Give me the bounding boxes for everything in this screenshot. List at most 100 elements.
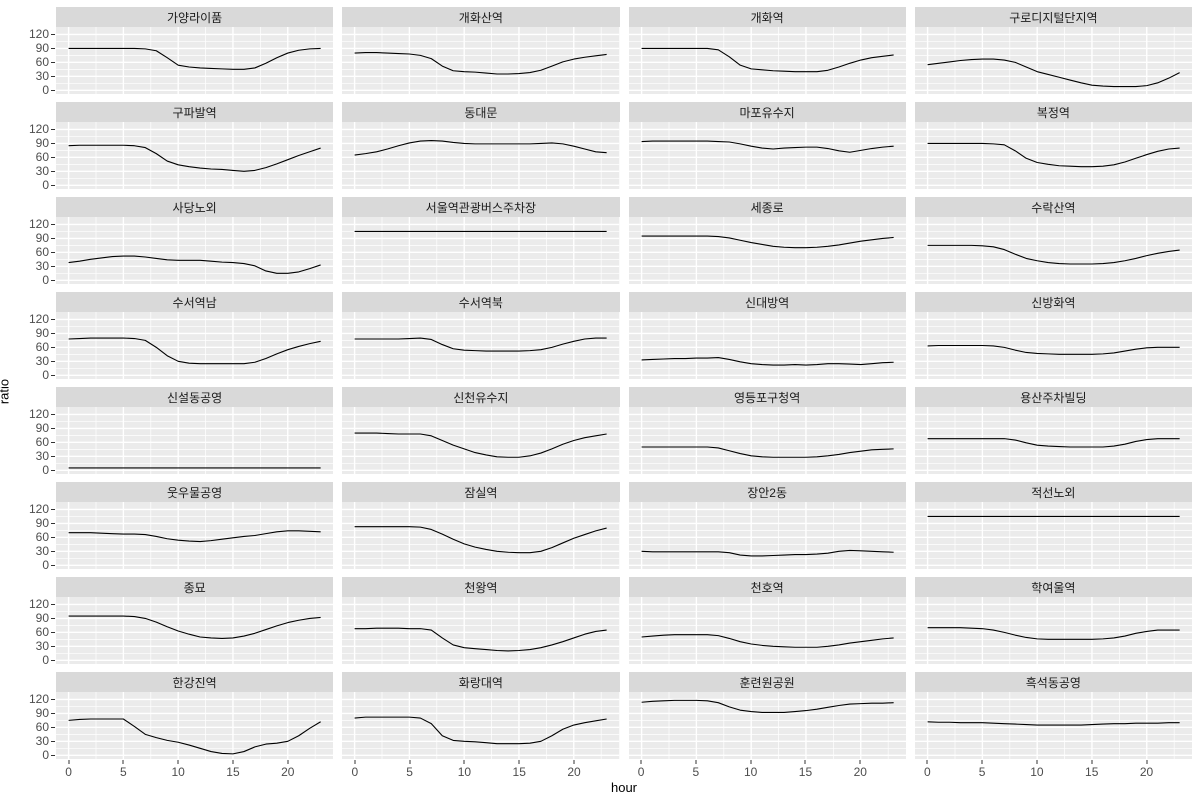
line-chart-svg (628, 27, 906, 94)
facet-title: 적선노외 (914, 482, 1192, 502)
x-tick-mark (981, 760, 983, 764)
facet-row: 120 90 60 30 0 종묘 천왕역 천호역 학여울역 (20, 577, 1192, 668)
facet-plot-area (914, 692, 1192, 759)
x-tick-mark (750, 760, 752, 764)
line-chart-svg (628, 597, 906, 664)
y-tick-label: 90 (35, 516, 49, 531)
facet-plot-area (342, 502, 620, 569)
facet-row: 120 90 60 30 0 웃우물공영 잠실역 장안2동 적선노외 (20, 482, 1192, 571)
data-line (354, 52, 607, 75)
x-axis-spacer (20, 759, 56, 779)
x-tick-label: 15 (798, 765, 813, 779)
y-tick-mark (51, 171, 55, 173)
line-chart-svg (914, 692, 1192, 759)
y-tick-mark (51, 755, 55, 757)
data-line (927, 438, 1180, 448)
x-tick-mark (926, 760, 928, 764)
facet-title: 수락산역 (914, 197, 1192, 217)
facet-plot-area (342, 597, 620, 664)
data-line (68, 530, 321, 543)
facet-panel: 사당노외 (56, 197, 334, 284)
line-chart-svg (914, 407, 1192, 474)
facet-plot-area (56, 502, 334, 569)
line-chart-svg (628, 312, 906, 379)
y-tick-label: 90 (35, 41, 49, 56)
facet-title: 신대방역 (628, 292, 906, 312)
facet-title: 수서역남 (56, 292, 334, 312)
y-tick-label: 30 (35, 734, 49, 749)
facet-plot-area (56, 407, 334, 474)
facet-panel: 학여울역 (914, 577, 1192, 664)
y-tick-mark (51, 62, 55, 64)
y-tick-mark (51, 428, 55, 430)
data-line (641, 634, 894, 648)
panel-background (56, 502, 334, 569)
x-tick-label: 10 (743, 765, 758, 779)
facet-panel: 잠실역 (342, 482, 620, 569)
panel-background (628, 502, 906, 569)
facet-panel: 가양라이품 (56, 7, 334, 94)
facet-row-panels: 사당노외 서울역관광버스주차장 세종로 수락산역 (56, 197, 1192, 284)
data-line (641, 235, 894, 249)
y-tick-label: 120 (28, 502, 49, 517)
y-tick-mark (51, 727, 55, 729)
data-line (641, 699, 894, 714)
y-tick-mark (51, 618, 55, 620)
y-tick-mark (51, 157, 55, 159)
facet-panel: 신대방역 (628, 292, 906, 379)
y-tick-label: 30 (35, 639, 49, 654)
x-tick-label: 0 (637, 765, 645, 779)
y-tick-mark (51, 713, 55, 715)
facet-title: 복정역 (914, 102, 1192, 122)
facet-plot-area (56, 312, 334, 379)
y-tick-mark (51, 280, 55, 282)
facet-plot-area (914, 312, 1192, 379)
facet-row-panels: 신설동공영 신천유수지 영등포구청역 용산주차빌딩 (56, 387, 1192, 474)
panel-background (56, 312, 334, 379)
facet-title: 서울역관광버스주차장 (342, 197, 620, 217)
y-tick-label: 0 (42, 273, 49, 288)
line-chart-svg (914, 27, 1192, 94)
y-tick-label: 0 (42, 653, 49, 668)
facet-panel: 적선노외 (914, 482, 1192, 569)
facet-plot-area (56, 27, 334, 94)
panel-background (628, 217, 906, 284)
facet-title: 흑석동공영 (914, 672, 1192, 692)
facet-panel: 신방화역 (914, 292, 1192, 379)
data-line (927, 142, 1180, 168)
y-tick-mark (51, 185, 55, 187)
facet-plot-area (342, 27, 620, 94)
y-tick-label: 90 (35, 706, 49, 721)
y-tick-mark (51, 604, 55, 606)
x-tick-mark (804, 760, 806, 764)
y-axis-gutter: 120 90 60 30 0 (20, 387, 56, 476)
y-tick-label: 60 (35, 55, 49, 70)
x-tick-label: 20 (853, 765, 867, 779)
facet-plot-area (628, 407, 906, 474)
facet-plot-area (56, 692, 334, 759)
facet-panel: 천호역 (628, 577, 906, 664)
facet-title: 세종로 (628, 197, 906, 217)
panel-background (914, 502, 1192, 569)
x-tick-label: 0 (924, 765, 931, 779)
y-tick-label: 120 (28, 122, 49, 137)
y-tick-label: 90 (35, 136, 49, 151)
line-chart-svg (342, 312, 620, 379)
y-tick-label: 120 (28, 597, 49, 612)
x-axis-title: hour (610, 780, 638, 795)
y-tick-label: 60 (35, 245, 49, 260)
facet-row-panels: 가양라이품 개화산역 개화역 구로디지털단지역 (56, 7, 1192, 94)
facet-row: 120 90 60 30 0 한강진역 화랑대역 훈련원공원 흑석동공영 (20, 672, 1192, 761)
panel-background (56, 407, 334, 474)
facet-title: 신천유수지 (342, 387, 620, 407)
y-tick-mark (51, 143, 55, 145)
facet-panel: 수서역북 (342, 292, 620, 379)
data-line (927, 58, 1180, 88)
panel-background (56, 27, 334, 94)
facet-plot-area (628, 692, 906, 759)
y-tick-label: 60 (35, 625, 49, 640)
y-tick-label: 90 (35, 231, 49, 246)
y-tick-mark (51, 76, 55, 78)
facet-panel: 개화역 (628, 7, 906, 94)
